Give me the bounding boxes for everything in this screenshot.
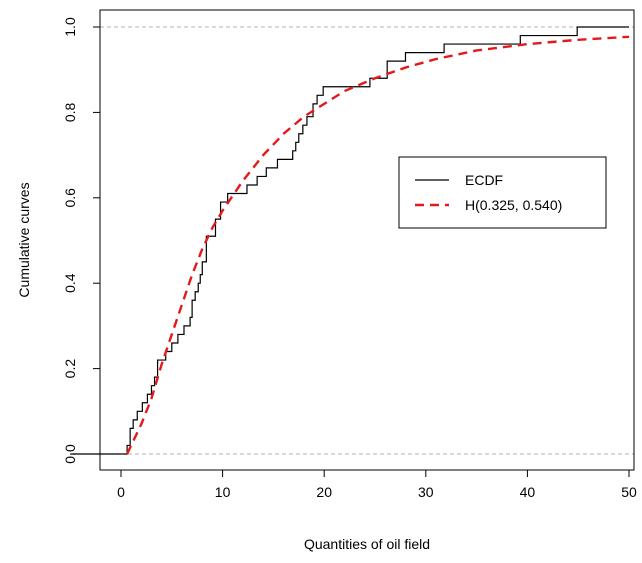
x-tick-label: 50 bbox=[621, 484, 637, 500]
legend-label-ecdf: ECDF bbox=[465, 172, 503, 188]
x-tick-label: 20 bbox=[316, 484, 332, 500]
x-tick-label: 30 bbox=[418, 484, 434, 500]
legend: ECDF H(0.325, 0.540) bbox=[398, 156, 607, 229]
y-tick-label: 1.0 bbox=[62, 17, 78, 37]
y-tick-label: 0.6 bbox=[62, 188, 78, 208]
y-tick-label: 0.4 bbox=[62, 273, 78, 293]
series-layer bbox=[70, 26, 630, 455]
legend-box bbox=[398, 156, 607, 229]
y-axis: 0.0 0.2 0.4 0.6 0.8 1.0 bbox=[62, 17, 101, 464]
series-ecdf bbox=[70, 26, 629, 455]
y-tick-label: 0.0 bbox=[62, 444, 78, 464]
x-tick-label: 40 bbox=[520, 484, 536, 500]
reference-lines bbox=[100, 26, 634, 455]
series-h bbox=[126, 35, 630, 455]
x-axis-title: Quantities of oil field bbox=[304, 536, 430, 552]
plot-frame bbox=[99, 9, 635, 471]
y-axis-title: Cumulative curves bbox=[16, 182, 32, 297]
x-tick-label: 0 bbox=[117, 484, 125, 500]
legend-label-h: H(0.325, 0.540) bbox=[465, 197, 562, 213]
y-tick-label: 0.8 bbox=[62, 102, 78, 122]
y-tick-label: 0.2 bbox=[62, 359, 78, 379]
x-axis: 0 10 20 30 40 50 bbox=[117, 469, 637, 500]
x-tick-label: 10 bbox=[215, 484, 231, 500]
